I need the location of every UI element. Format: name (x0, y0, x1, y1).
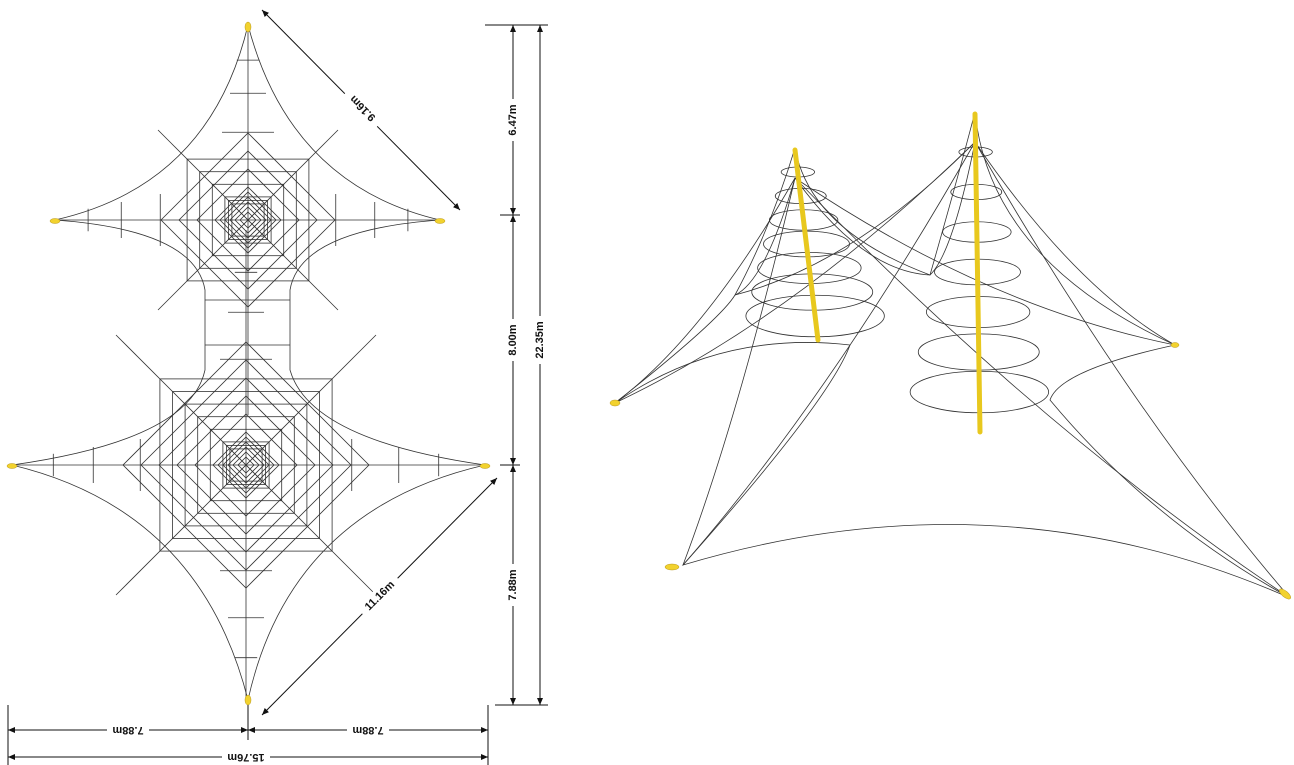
net-line (682, 141, 976, 566)
anchor-tips (6, 21, 491, 706)
net-line (929, 141, 976, 276)
dimension-labels: 9.16m 6.47m 8.00m 22.35m 7.88m 11.16m 7.… (107, 86, 548, 765)
plan-net (11, 25, 481, 700)
net-line (682, 177, 796, 566)
net-line (614, 141, 976, 404)
dimension-lines (7, 9, 548, 765)
dimension-label: 15.76m (227, 751, 265, 763)
net-line (974, 141, 1176, 346)
net-line (794, 177, 1291, 599)
net-line (974, 141, 1291, 599)
net-line (115, 334, 377, 596)
dimension-label: 7.88m (112, 724, 143, 736)
dimension-label: 6.47m (507, 104, 519, 135)
dimension-label: 8.00m (507, 324, 519, 355)
net-line (734, 141, 976, 296)
net-line (794, 177, 931, 276)
net-line (794, 177, 1176, 346)
dimension-label: 7.88m (352, 724, 383, 736)
net-line (614, 177, 796, 404)
dimension-label: 11.16m (363, 579, 398, 614)
perspective-view (609, 111, 1291, 600)
dimension-label: 22.35m (534, 321, 546, 359)
net-line (734, 177, 796, 296)
dimension-label: 7.88m (507, 569, 519, 600)
